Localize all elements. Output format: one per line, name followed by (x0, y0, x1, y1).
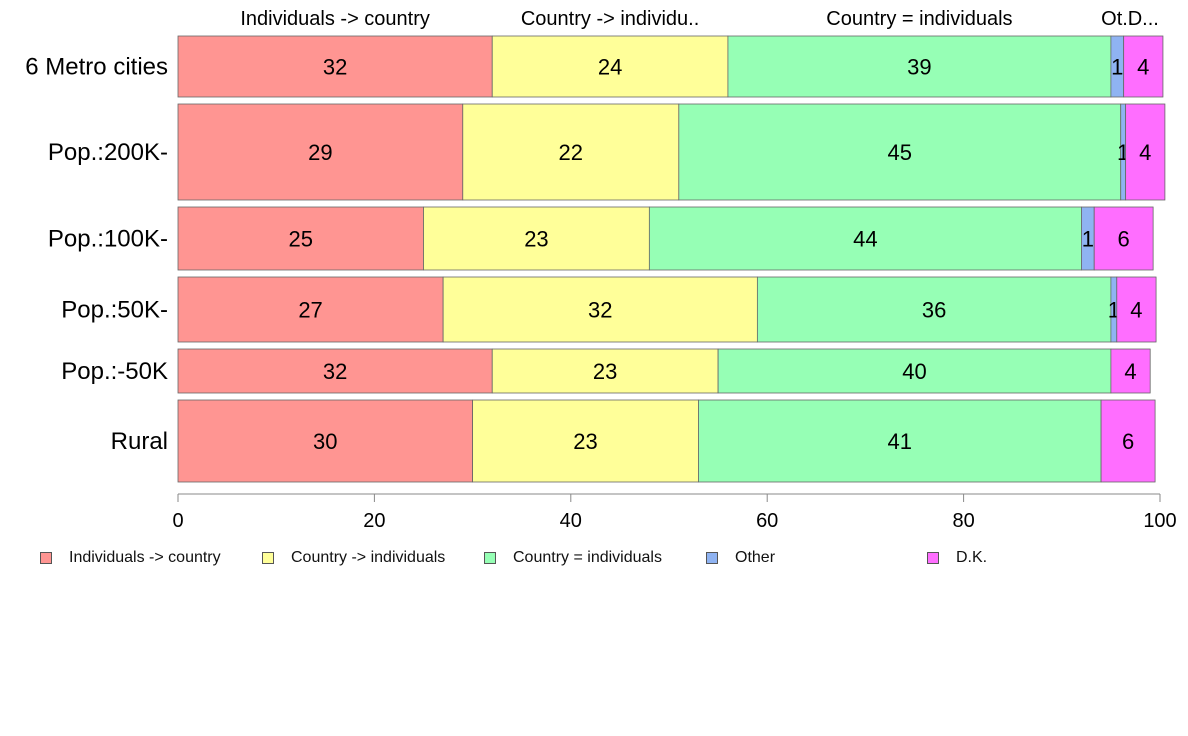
data-label: 39 (907, 55, 931, 80)
data-label: 4 (1124, 359, 1136, 384)
category-label: Pop.:50K- (61, 297, 168, 324)
series-header-label: Ot.. (1101, 8, 1133, 30)
legend-item: D.K. (927, 549, 987, 567)
data-label: 1 (1082, 227, 1094, 252)
legend-swatch (706, 552, 718, 564)
data-label: 4 (1137, 55, 1149, 80)
data-label: 44 (853, 227, 877, 252)
bar-segment (472, 399, 699, 483)
data-label: 4 (1139, 140, 1151, 165)
data-label: 6 (1118, 227, 1130, 252)
bar-segment (491, 348, 719, 394)
legend-label: D.K. (956, 549, 988, 566)
bar-segment (756, 276, 1112, 343)
category-label: Pop.:-50K (61, 358, 168, 385)
legend-swatch (927, 552, 939, 564)
category-label: Rural (111, 428, 168, 455)
series-header-label: Individuals -> country (240, 8, 430, 30)
bar-segment (727, 35, 1112, 98)
data-label: 40 (902, 359, 926, 384)
data-label: 27 (298, 298, 322, 323)
bar-segment (1110, 348, 1151, 394)
data-label: 22 (559, 140, 583, 165)
legend-swatch (484, 552, 496, 564)
bar-segment (1116, 276, 1157, 343)
bar-segment (423, 206, 650, 271)
legend-label: Individuals -> country (69, 549, 221, 566)
data-label: 45 (888, 140, 912, 165)
bar-segment (177, 276, 444, 343)
legend-label: Country = individuals (513, 549, 662, 566)
data-label: 23 (573, 429, 597, 454)
x-tick-label: 40 (560, 510, 582, 532)
data-label: 23 (524, 227, 548, 252)
x-tick-label: 100 (1143, 510, 1176, 532)
bar-segment (491, 35, 729, 98)
bar-segment (698, 399, 1102, 483)
data-label: 32 (588, 298, 612, 323)
series-header-label: D... (1128, 8, 1159, 30)
legend-item: Country = individuals (484, 549, 662, 567)
legend-swatch (40, 552, 52, 564)
data-label: 32 (323, 359, 347, 384)
bar-segment (1123, 35, 1164, 98)
bar-segment (462, 103, 680, 201)
legend-item: Country -> individuals (262, 549, 445, 567)
category-label: Pop.:100K- (48, 226, 168, 253)
legend-label: Country -> individuals (291, 549, 446, 566)
series-header-label: Country -> individu.. (521, 8, 699, 30)
data-label: 1 (1111, 55, 1123, 80)
legend-item: Other (706, 549, 775, 567)
legend-label: Other (735, 549, 776, 566)
bar-segment (1093, 206, 1154, 271)
bar-segment (177, 399, 474, 483)
data-label: 41 (888, 429, 912, 454)
x-tick-label: 80 (952, 510, 974, 532)
legend-swatch (262, 552, 274, 564)
data-label: 23 (593, 359, 617, 384)
bar-segment (1100, 399, 1156, 483)
data-label: 36 (922, 298, 946, 323)
series-header-label: Country = individuals (826, 8, 1012, 30)
bar-segment (678, 103, 1122, 201)
data-label: 24 (598, 55, 622, 80)
x-tick-label: 60 (756, 510, 778, 532)
legend-item: Individuals -> country (40, 549, 221, 567)
bar-segment (648, 206, 1082, 271)
bar-segment (1125, 103, 1166, 201)
category-label: Pop.:200K- (48, 139, 168, 166)
bar-segment (717, 348, 1112, 394)
x-tick-label: 0 (172, 510, 183, 532)
x-tick-label: 20 (363, 510, 385, 532)
bar-segment (177, 35, 493, 98)
data-label: 25 (289, 227, 313, 252)
data-label: 29 (308, 140, 332, 165)
bar-segment (177, 348, 493, 394)
legend: Individuals -> country Country -> individ… (40, 549, 1140, 569)
bar-segment (442, 276, 758, 343)
bar-segment (177, 103, 464, 201)
bar-segment (177, 206, 424, 271)
data-label: 4 (1130, 298, 1142, 323)
data-label: 30 (313, 429, 337, 454)
data-label: 32 (323, 55, 347, 80)
category-label: 6 Metro cities (25, 54, 168, 81)
data-label: 6 (1122, 429, 1134, 454)
